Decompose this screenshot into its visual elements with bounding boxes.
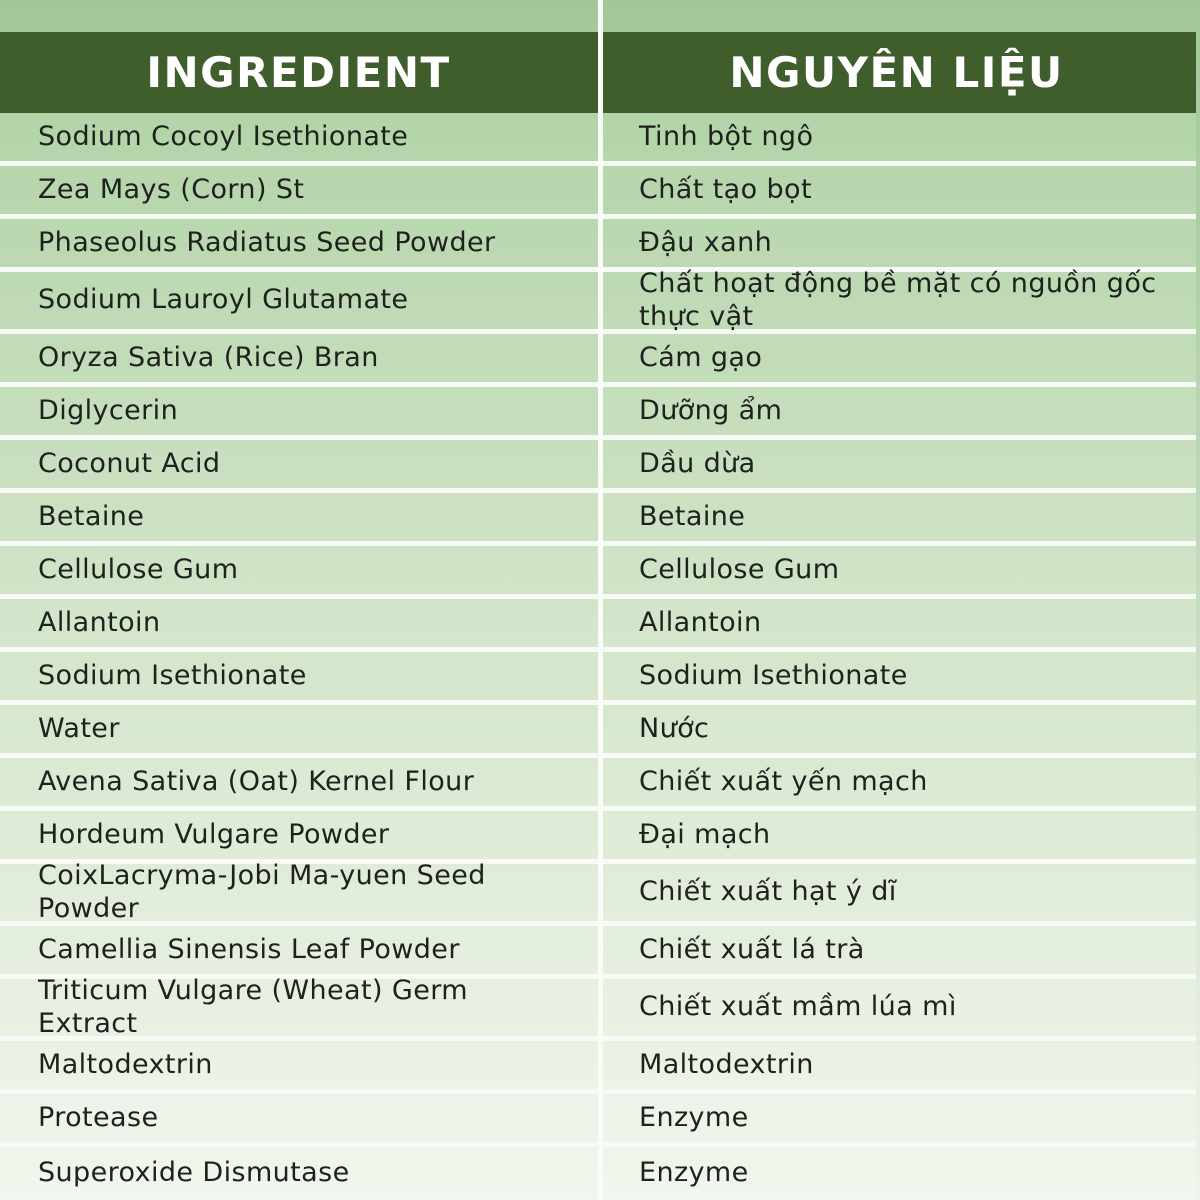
- ingredient-cell-vi: Cám gạo: [639, 341, 763, 373]
- column-divider: [598, 0, 603, 1200]
- ingredient-cell-vi: Nước: [639, 712, 710, 744]
- ingredient-cell-en: Diglycerin: [38, 394, 179, 426]
- ingredient-cell-en: Sodium Lauroyl Glutamate: [38, 284, 409, 316]
- ingredient-cell-en: Hordeum Vulgare Powder: [38, 818, 390, 850]
- ingredient-cell-en: Oryza Sativa (Rice) Bran: [38, 341, 379, 373]
- ingredient-cell-en: Camellia Sinensis Leaf Powder: [38, 933, 460, 965]
- ingredient-cell-en: Water: [38, 712, 120, 744]
- ingredient-cell-vi: Sodium Isethionate: [639, 659, 908, 691]
- ingredient-cell-en: Zea Mays (Corn) St: [38, 173, 305, 205]
- ingredient-cell-vi: Chiết xuất mầm lúa mì: [639, 991, 957, 1023]
- column-header-ingredient: INGREDIENT: [0, 32, 597, 113]
- ingredient-cell-vi: Chiết xuất hạt ý dĩ: [639, 876, 897, 908]
- ingredient-cell-vi: Dưỡng ẩm: [639, 394, 783, 426]
- ingredient-cell-en: Maltodextrin: [38, 1048, 213, 1080]
- ingredient-cell-vi: Maltodextrin: [639, 1048, 814, 1080]
- ingredient-cell-vi: Allantoin: [639, 606, 762, 638]
- table-row: Superoxide Dismutase Enzyme: [0, 1147, 1196, 1200]
- ingredient-cell-vi: Chất tạo bọt: [639, 173, 812, 205]
- ingredient-cell-vi: Enzyme: [639, 1101, 749, 1133]
- ingredient-cell-en: Sodium Isethionate: [38, 659, 307, 691]
- ingredient-cell-vi: Enzyme: [639, 1157, 749, 1189]
- ingredient-cell-vi: Đại mạch: [639, 818, 771, 850]
- ingredient-cell-vi: Chiết xuất yến mạch: [639, 765, 928, 797]
- ingredient-cell-en: Coconut Acid: [38, 447, 221, 479]
- ingredient-cell-en: CoixLacryma-Jobi Ma-yuen Seed Powder: [38, 859, 486, 924]
- ingredient-cell-en: Cellulose Gum: [38, 553, 239, 585]
- ingredient-cell-en: Superoxide Dismutase: [38, 1157, 350, 1189]
- table-header: INGREDIENT NGUYÊN LIỆU: [0, 32, 1196, 113]
- ingredient-cell-vi: Dầu dừa: [639, 447, 756, 479]
- column-header-nguyen-lieu: NGUYÊN LIỆU: [597, 32, 1196, 113]
- ingredient-cell-en: Betaine: [38, 500, 145, 532]
- ingredient-cell-en: Phaseolus Radiatus Seed Powder: [38, 226, 496, 258]
- ingredient-cell-vi: Cellulose Gum: [639, 553, 840, 585]
- ingredient-cell-en: Avena Sativa (Oat) Kernel Flour: [38, 765, 475, 797]
- ingredient-cell-vi: Chất hoạt động bề mặt có nguồn gốc thực …: [639, 267, 1157, 332]
- ingredient-cell-en: Triticum Vulgare (Wheat) Germ Extract: [38, 974, 468, 1039]
- ingredient-cell-en: Protease: [38, 1101, 159, 1133]
- ingredient-cell-en: Sodium Cocoyl Isethionate: [38, 120, 409, 152]
- ingredient-cell-en: Allantoin: [38, 606, 161, 638]
- ingredient-cell-vi: Chiết xuất lá trà: [639, 933, 865, 965]
- ingredient-cell-vi: Betaine: [639, 500, 746, 532]
- ingredient-cell-vi: Tinh bột ngô: [639, 120, 814, 152]
- ingredient-cell-vi: Đậu xanh: [639, 226, 773, 258]
